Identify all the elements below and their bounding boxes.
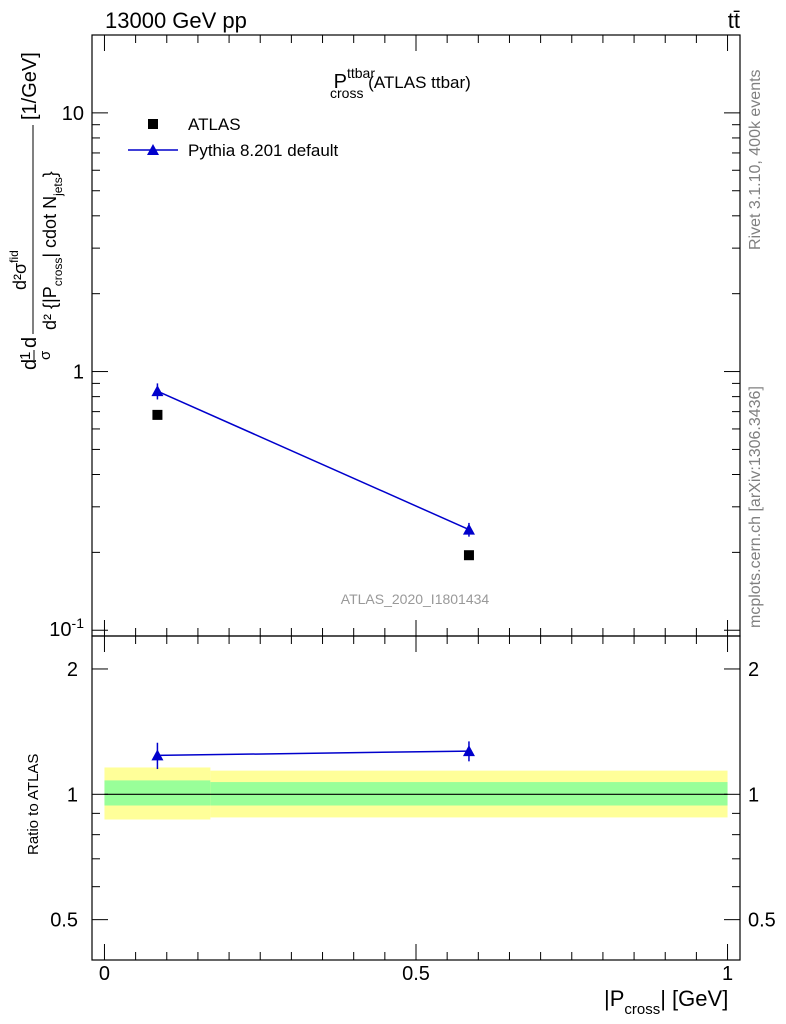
x-axis-label: |Pcross| [GeV] — [604, 986, 728, 1018]
main-y-tick-label: 10-1 — [49, 615, 84, 641]
ratio-pythia-point — [462, 745, 475, 757]
plot-title: Pttbar cross (ATLAS ttbar) — [330, 65, 471, 101]
main-y-axis-label: d 1 σ d d²σfid d² {|Pcross| cdot Njets} … — [7, 52, 65, 370]
atlas-data-point — [152, 409, 163, 420]
mcplots-source-text: mcplots.cern.ch [arXiv:1306.3436] — [747, 386, 764, 628]
energy-label: 13000 GeV pp — [105, 8, 247, 33]
ratio-band-inner — [104, 780, 211, 806]
svg-text:d: d — [19, 359, 41, 370]
x-axis-label-pre: |P — [604, 986, 624, 1011]
svg-text:1: 1 — [17, 352, 34, 360]
legend-pythia-label: Pythia 8.201 default — [188, 141, 339, 160]
ratio-y-tick-label: 1 — [67, 784, 78, 806]
title-sup: ttbar — [347, 65, 375, 81]
ratio-y-tick-label: 0.5 — [50, 910, 78, 932]
pythia-series-line — [157, 390, 470, 531]
legend-atlas-marker — [148, 119, 158, 129]
pythia-data-point — [462, 523, 475, 535]
title-suffix: (ATLAS ttbar) — [363, 73, 470, 92]
process-label: tt̄ — [728, 8, 740, 33]
ratio-y-tick-label-right: 2 — [748, 659, 759, 681]
ratio-pythia-point — [151, 749, 164, 761]
ratio-y-tick-label-right: 1 — [748, 784, 759, 806]
ratio-plot-panel: 0 0.5 1 0.5 0.5 1 1 2 2 — [50, 635, 776, 985]
main-y-tick-label: 10 — [62, 103, 84, 125]
atlas-data-point — [463, 550, 474, 561]
title-base: P — [334, 71, 347, 93]
x-tick-label: 1 — [722, 963, 733, 985]
x-tick-label: 0.5 — [402, 963, 430, 985]
svg-text:d: d — [19, 337, 41, 348]
legend-atlas-label: ATLAS — [188, 115, 241, 134]
legend-pythia-marker — [147, 144, 159, 155]
ratio-y-tick-label-right: 0.5 — [748, 910, 776, 932]
ratio-y-axis-label: Ratio to ATLAS — [25, 754, 42, 855]
svg-text:d²σfid: d²σfid — [7, 250, 30, 290]
ratio-y-tick-label: 2 — [67, 659, 78, 681]
svg-text:σ: σ — [37, 350, 54, 360]
pythia-data-point — [151, 385, 164, 397]
title-sub: cross — [330, 85, 363, 101]
x-axis-label-sub: cross — [624, 1001, 660, 1018]
x-tick-label: 0 — [99, 963, 110, 985]
legend: ATLAS Pythia 8.201 default — [128, 115, 339, 160]
analysis-watermark: ATLAS_2020_I1801434 — [341, 591, 490, 607]
rivet-version-text: Rivet 3.1.10, 400k events — [747, 69, 764, 250]
ratio-pythia-line — [157, 750, 469, 757]
x-axis-label-post: | [GeV] — [660, 986, 728, 1011]
main-y-tick-label: 1 — [73, 362, 84, 384]
svg-text:[1/GeV]: [1/GeV] — [19, 52, 41, 120]
svg-text:d² {|Pcross| cdot Njets}: d² {|Pcross| cdot Njets} — [40, 171, 65, 330]
